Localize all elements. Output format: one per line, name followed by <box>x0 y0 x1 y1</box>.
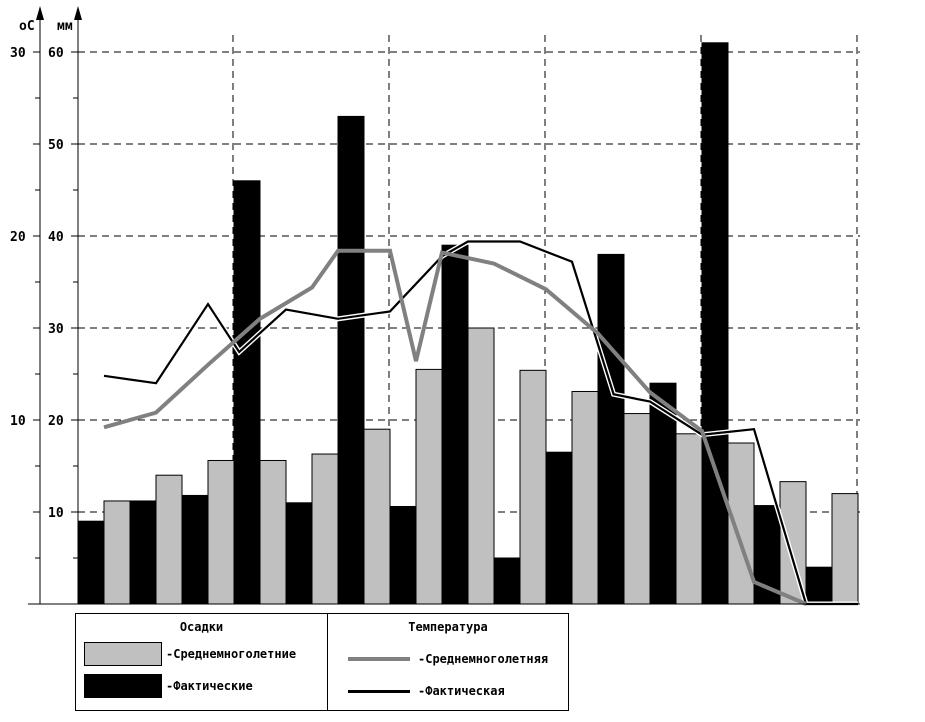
bar-actual-9 <box>493 557 521 605</box>
bar-average-3 <box>207 459 235 605</box>
bar-actual-3 <box>181 494 209 605</box>
temperature-legend-title: Температура <box>408 620 488 634</box>
bar-actual-11 <box>597 253 625 605</box>
line-average-temperature <box>103 248 807 606</box>
temperature-tick-label: 20 <box>10 230 26 245</box>
legend-line-black <box>348 689 410 693</box>
legend: Осадки -Среднемноголетние -Фактические Т… <box>75 613 569 711</box>
bar-average-15 <box>831 493 859 605</box>
precipitation-tick-label: 50 <box>48 138 64 153</box>
precipitation-legend-title: Осадки <box>179 620 224 634</box>
precipitation-tick-label: 20 <box>48 414 64 429</box>
legend-item-average-precipitation: -Среднемноголетние <box>84 642 296 666</box>
precipitation-tick-label: 30 <box>48 322 64 337</box>
temperature-tick-label: 10 <box>10 414 26 429</box>
temperature-axis-arrow <box>36 6 44 20</box>
temperature-tick-label: 30 <box>10 46 26 61</box>
line-actual-temperature <box>103 240 858 606</box>
bar-average-6 <box>363 428 391 605</box>
temperature-legend: Температура -Среднемноголетняя -Фактичес… <box>328 614 568 710</box>
legend-label-actual-precipitation: -Фактические <box>166 679 253 693</box>
bar-actual-13 <box>701 42 729 605</box>
bar-actual-1 <box>77 520 105 605</box>
bar-actual-6 <box>337 115 365 605</box>
legend-line-gray <box>348 657 410 661</box>
legend-item-actual-precipitation: -Фактические <box>84 674 253 698</box>
chart: 10 20 30 10 20 30 40 50 60 оС мм <box>10 6 860 607</box>
precipitation-legend: Осадки -Среднемноголетние -Фактические <box>76 614 328 710</box>
bar-average-2 <box>155 474 183 605</box>
legend-swatch-black <box>84 674 162 698</box>
bar-average-8 <box>467 327 495 605</box>
legend-label-average-temperature: -Среднемноголетняя <box>418 652 549 666</box>
bar-actual-8 <box>441 244 469 605</box>
bar-actual-7 <box>389 505 417 605</box>
bar-average-9 <box>519 369 547 605</box>
axes <box>28 6 860 605</box>
legend-label-actual-temperature: -Фактическая <box>418 684 505 698</box>
bar-average-1 <box>103 500 131 605</box>
temperature-lines <box>103 239 858 607</box>
bar-average-4 <box>259 459 287 605</box>
legend-label-average-precipitation: -Среднемноголетние <box>166 647 297 661</box>
bar-average-10 <box>571 390 599 605</box>
legend-item-average-temperature: -Среднемноголетняя <box>336 652 548 666</box>
bar-average-11 <box>623 413 651 605</box>
legend-swatch-gray <box>84 642 162 666</box>
precipitation-tick-label: 10 <box>48 506 64 521</box>
precipitation-tick-label: 40 <box>48 230 64 245</box>
precipitation-axis-unit: мм <box>57 19 73 34</box>
bar-actual-5 <box>285 502 313 605</box>
precipitation-axis-arrow <box>74 6 82 20</box>
bar-average-5 <box>311 453 339 605</box>
bar-average-7 <box>415 368 443 605</box>
bar-actual-4 <box>233 180 261 605</box>
tick-labels: 10 20 30 10 20 30 40 50 60 <box>10 46 64 521</box>
legend-item-actual-temperature: -Фактическая <box>336 684 505 698</box>
temperature-axis-unit: оС <box>19 19 35 34</box>
bar-actual-15 <box>805 566 833 605</box>
bar-actual-2 <box>129 500 157 605</box>
precipitation-tick-label: 60 <box>48 46 64 61</box>
bar-actual-10 <box>545 451 573 605</box>
bar-average-12 <box>675 433 703 605</box>
